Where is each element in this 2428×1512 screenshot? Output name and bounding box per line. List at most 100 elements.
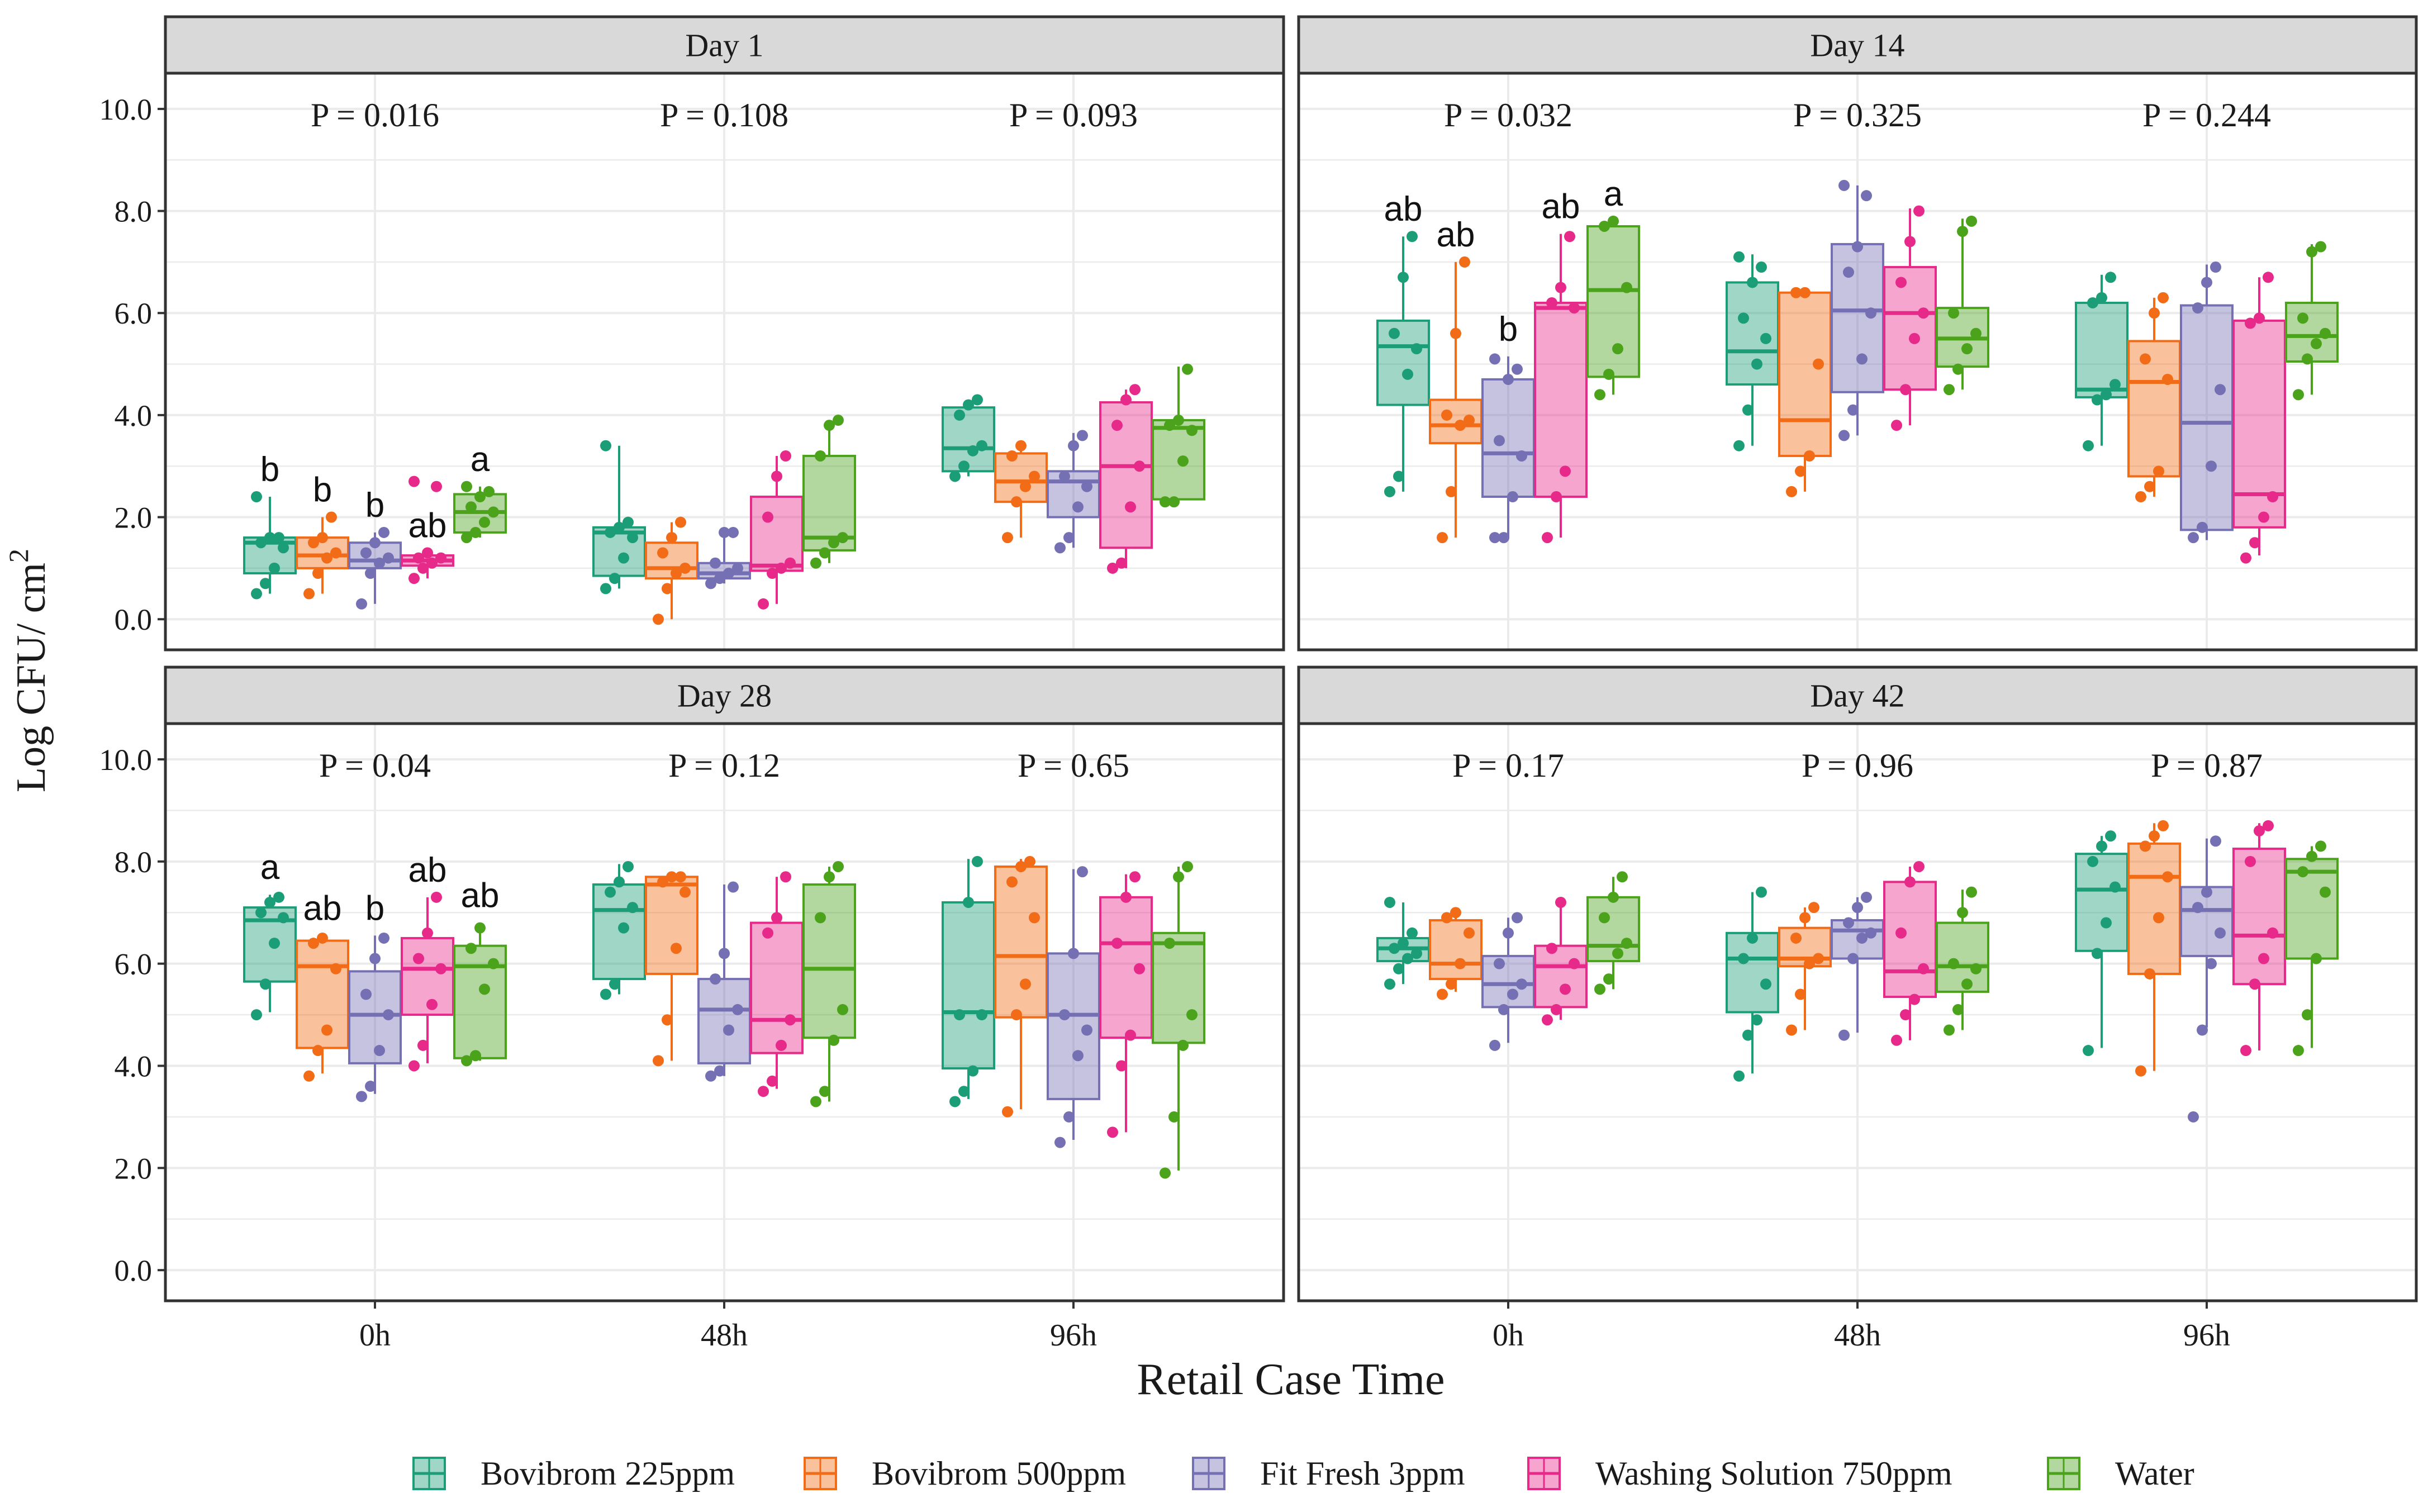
data-point <box>1063 532 1075 544</box>
data-point <box>260 978 271 990</box>
data-point <box>2158 820 2169 831</box>
data-point <box>958 1086 970 1097</box>
data-point <box>408 573 420 584</box>
data-point <box>470 526 481 538</box>
box-body <box>2127 340 2181 478</box>
data-point <box>1843 917 1854 929</box>
legend-label: Fit Fresh 3ppm <box>1260 1455 1465 1492</box>
data-point <box>1560 465 1571 477</box>
data-point <box>833 860 844 872</box>
data-point <box>1384 978 1395 990</box>
data-point <box>1847 953 1859 964</box>
box-bovibrom-225ppm: b <box>243 450 297 600</box>
data-point <box>2144 968 2155 980</box>
data-point <box>1489 1039 1500 1051</box>
data-point <box>461 532 472 544</box>
box-water <box>2285 241 2339 401</box>
data-point <box>1160 1167 1171 1179</box>
data-point <box>1594 983 1605 995</box>
data-point <box>2302 353 2313 365</box>
data-point <box>2153 465 2164 477</box>
data-point <box>972 855 983 867</box>
data-point <box>1891 1034 1902 1046</box>
data-point <box>1900 1009 1911 1021</box>
data-point <box>2306 850 2317 862</box>
box-bovibrom-500ppm: b <box>296 471 349 600</box>
significance-letter: b <box>1499 310 1518 349</box>
data-point <box>2206 460 2217 472</box>
group-96h <box>942 363 1205 574</box>
facet-strip-title: Day 42 <box>1810 678 1904 714</box>
p-value-label: P = 0.093 <box>1009 97 1138 134</box>
data-point <box>1054 542 1066 554</box>
data-point <box>1804 450 1815 462</box>
data-point <box>1011 496 1022 508</box>
data-point <box>719 948 730 959</box>
data-point <box>2267 491 2278 503</box>
data-point <box>614 521 625 533</box>
data-point <box>723 568 734 579</box>
data-point <box>1507 491 1518 503</box>
box-washing-solution-750ppm <box>2232 272 2286 564</box>
data-point <box>1621 282 1632 293</box>
group-48h <box>592 860 856 1107</box>
data-point <box>1555 896 1566 908</box>
data-point <box>1072 501 1084 513</box>
box-body <box>2285 858 2339 960</box>
data-point <box>1006 876 1018 888</box>
data-point <box>1173 871 1184 883</box>
box-body <box>750 496 804 572</box>
data-point <box>383 552 394 564</box>
data-point <box>1160 496 1171 508</box>
box-body <box>1534 944 1588 1009</box>
data-point <box>1760 332 1771 344</box>
significance-letter: a <box>471 440 490 479</box>
data-point <box>470 1050 481 1062</box>
box-bovibrom-500ppm <box>2127 292 2181 503</box>
data-point <box>1790 287 1802 298</box>
data-point <box>422 927 433 939</box>
data-point <box>1072 1050 1084 1062</box>
data-point <box>474 922 486 934</box>
data-point <box>954 409 965 421</box>
data-point <box>461 481 472 492</box>
significance-letter: b <box>260 450 279 489</box>
data-point <box>1384 896 1395 908</box>
data-point <box>278 542 289 554</box>
box-body <box>1429 919 1483 981</box>
box-body <box>592 883 646 981</box>
y-axis-title: Log CFU/ cm2 <box>3 549 54 792</box>
data-point <box>461 1055 472 1067</box>
facet-strip-title: Day 1 <box>685 27 763 64</box>
data-point <box>2311 338 2322 350</box>
box-bovibrom-225ppm <box>1376 896 1430 990</box>
data-point <box>1173 415 1184 426</box>
box-bovibrom-225ppm <box>2075 272 2128 451</box>
box-bovibrom-500ppm <box>645 871 699 1067</box>
data-point <box>657 876 668 888</box>
data-point <box>1747 932 1758 944</box>
gridlines <box>165 724 1284 1301</box>
data-point <box>2297 312 2308 324</box>
data-point <box>1002 532 1013 544</box>
data-point <box>1020 481 1031 492</box>
facet-strip-title: Day 14 <box>1810 27 1904 64</box>
data-point <box>2210 835 2221 847</box>
box-body <box>697 978 751 1064</box>
data-point <box>785 1014 796 1026</box>
box-washing-solution-750ppm: ab <box>401 851 454 1072</box>
data-point <box>623 860 634 872</box>
data-point <box>1494 435 1505 446</box>
facet-strip <box>1297 665 2418 725</box>
data-point <box>967 1065 978 1077</box>
data-point <box>627 532 638 544</box>
data-point <box>1948 307 1959 319</box>
data-point <box>431 481 442 492</box>
data-point <box>758 1086 769 1097</box>
data-point <box>1861 190 1872 202</box>
data-point <box>1164 420 1175 431</box>
data-point <box>2101 917 2112 929</box>
